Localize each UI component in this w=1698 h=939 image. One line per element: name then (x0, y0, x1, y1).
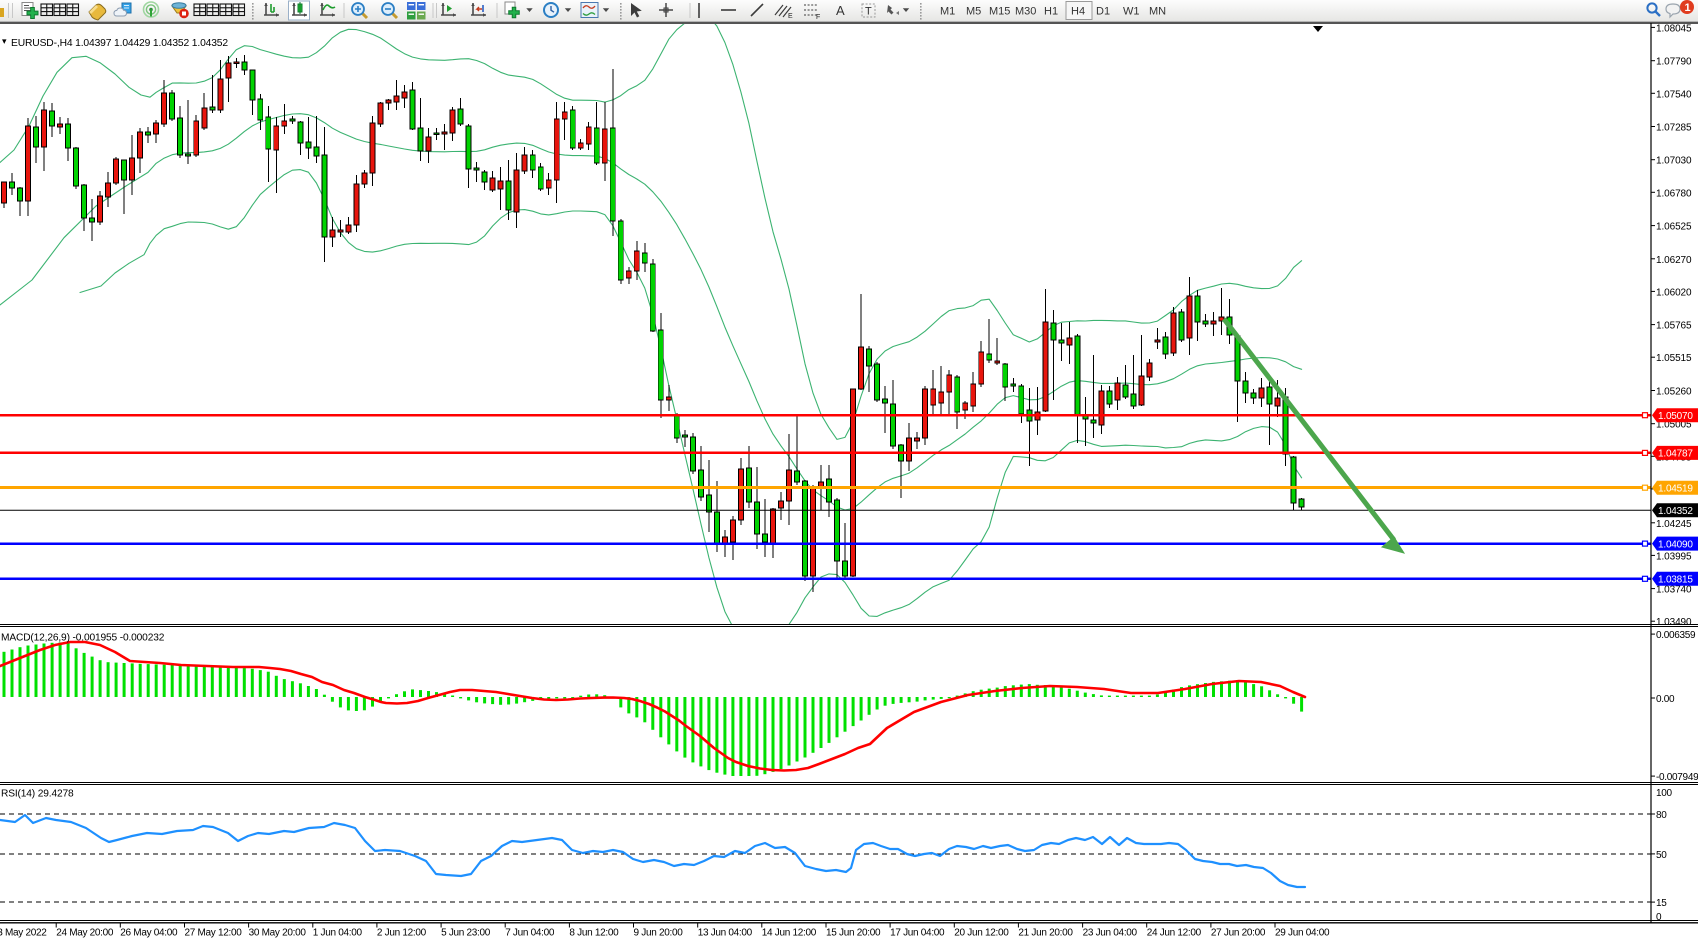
svg-text:M15: M15 (989, 6, 1010, 18)
svg-text:27 May 12:00: 27 May 12:00 (185, 928, 243, 939)
svg-text:8 Jun 12:00: 8 Jun 12:00 (569, 928, 619, 939)
svg-text:5 Jun 23:00: 5 Jun 23:00 (441, 928, 491, 939)
svg-text:17 Jun 04:00: 17 Jun 04:00 (890, 928, 945, 939)
svg-text:1.03490: 1.03490 (1656, 617, 1692, 628)
svg-text:1.06525: 1.06525 (1656, 222, 1692, 233)
svg-text:30 May 20:00: 30 May 20:00 (249, 928, 307, 939)
svg-text:20 Jun 12:00: 20 Jun 12:00 (954, 928, 1009, 939)
svg-text:H4: H4 (1071, 6, 1085, 18)
svg-text:1.04245: 1.04245 (1656, 519, 1692, 530)
svg-text:RSI(14) 29.4278: RSI(14) 29.4278 (1, 789, 74, 800)
svg-text:27 Jun 20:00: 27 Jun 20:00 (1211, 928, 1266, 939)
svg-text:MACD(12,26,9) -0.001955 -0.000: MACD(12,26,9) -0.001955 -0.000232 (1, 633, 165, 644)
svg-text:7 Jun 04:00: 7 Jun 04:00 (505, 928, 555, 939)
svg-text:EURUSD-,H4 1.04397 1.04429 1.: EURUSD-,H4 1.04397 1.04429 1.04352 1.043… (11, 38, 228, 49)
svg-text:1.05260: 1.05260 (1656, 387, 1692, 398)
svg-text:1.07030: 1.07030 (1656, 156, 1692, 167)
svg-text:1.05765: 1.05765 (1656, 321, 1692, 332)
svg-text:T: T (865, 6, 872, 18)
svg-text:F: F (816, 14, 820, 21)
svg-text:29 Jun 04:00: 29 Jun 04:00 (1275, 928, 1330, 939)
svg-text:1.06020: 1.06020 (1656, 287, 1692, 298)
svg-text:100: 100 (1656, 788, 1673, 799)
svg-text:M5: M5 (966, 6, 981, 18)
svg-text:15: 15 (1656, 898, 1667, 909)
svg-text:1: 1 (1685, 2, 1691, 14)
svg-text:M30: M30 (1015, 6, 1036, 18)
svg-text:1.05005: 1.05005 (1656, 420, 1692, 431)
svg-text:A: A (836, 3, 845, 18)
svg-text:1.03815: 1.03815 (1658, 575, 1693, 586)
svg-text:D1: D1 (1096, 6, 1110, 18)
svg-text:1.06780: 1.06780 (1656, 188, 1692, 199)
svg-text:1.07285: 1.07285 (1656, 123, 1692, 134)
svg-text:14 Jun 12:00: 14 Jun 12:00 (762, 928, 817, 939)
svg-text:W1: W1 (1123, 6, 1140, 18)
svg-text:26 May 04:00: 26 May 04:00 (120, 928, 178, 939)
svg-text:1.05515: 1.05515 (1656, 353, 1692, 364)
svg-text:50: 50 (1656, 850, 1667, 861)
svg-text:1.05070: 1.05070 (1658, 411, 1693, 422)
svg-text:21 Jun 20:00: 21 Jun 20:00 (1018, 928, 1073, 939)
svg-text:M1: M1 (940, 6, 955, 18)
svg-text:23 May 2022: 23 May 2022 (0, 928, 47, 939)
svg-text:1.04352: 1.04352 (1658, 506, 1693, 517)
svg-text:MN: MN (1149, 6, 1166, 18)
svg-text:9 Jun 20:00: 9 Jun 20:00 (634, 928, 684, 939)
svg-text:13 Jun 04:00: 13 Jun 04:00 (698, 928, 753, 939)
svg-text:0.006359: 0.006359 (1656, 630, 1696, 641)
svg-text:0.00: 0.00 (1656, 694, 1675, 705)
svg-text:15 Jun 20:00: 15 Jun 20:00 (826, 928, 881, 939)
svg-text:1.03740: 1.03740 (1656, 585, 1692, 596)
svg-text:2 Jun 12:00: 2 Jun 12:00 (377, 928, 427, 939)
svg-text:-0.007949: -0.007949 (1656, 772, 1698, 783)
svg-text:1.08045: 1.08045 (1656, 23, 1692, 34)
svg-text:24 May 20:00: 24 May 20:00 (56, 928, 114, 939)
svg-text:1.04090: 1.04090 (1658, 539, 1693, 550)
svg-text:23 Jun 04:00: 23 Jun 04:00 (1083, 928, 1138, 939)
svg-text:▾: ▾ (2, 36, 7, 46)
svg-text:1.06270: 1.06270 (1656, 255, 1692, 266)
svg-text:E: E (788, 13, 793, 20)
svg-text:H1: H1 (1044, 6, 1058, 18)
svg-text:1.04787: 1.04787 (1658, 449, 1693, 460)
svg-text:1.07790: 1.07790 (1656, 57, 1692, 68)
svg-text:0: 0 (1656, 912, 1662, 923)
svg-text:1.04519: 1.04519 (1658, 484, 1693, 495)
svg-text:1.07540: 1.07540 (1656, 89, 1692, 100)
svg-text:1 Jun 04:00: 1 Jun 04:00 (313, 928, 363, 939)
svg-text:80: 80 (1656, 810, 1667, 821)
svg-text:24 Jun 12:00: 24 Jun 12:00 (1147, 928, 1202, 939)
svg-text:1.03995: 1.03995 (1656, 551, 1692, 562)
